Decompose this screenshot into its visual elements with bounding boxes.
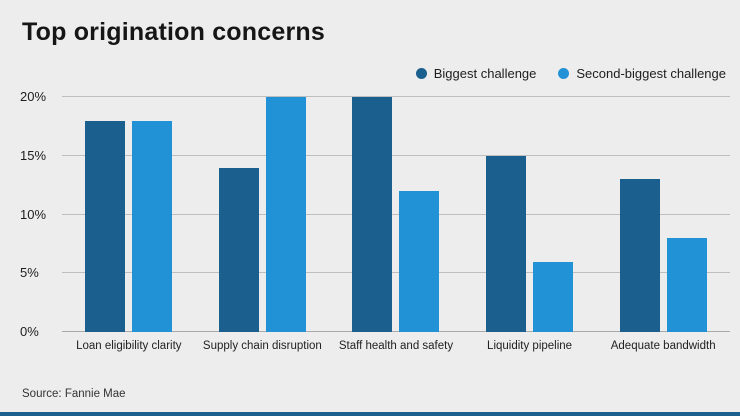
bottom-accent-strip bbox=[0, 412, 740, 416]
chart-legend: Biggest challenge Second-biggest challen… bbox=[415, 66, 726, 81]
gridline-0 bbox=[62, 331, 730, 332]
bar-group: Adequate bandwidth bbox=[596, 97, 730, 352]
bar-second-biggest bbox=[666, 238, 707, 332]
x-category-label: Supply chain disruption bbox=[202, 340, 322, 352]
x-category-label: Liquidity pipeline bbox=[487, 340, 573, 352]
bar-biggest bbox=[352, 97, 393, 332]
gridline-15 bbox=[62, 154, 730, 156]
bar-group: Supply chain disruption bbox=[196, 97, 330, 352]
legend-label-second-biggest-challenge: Second-biggest challenge bbox=[576, 66, 726, 81]
bar-biggest bbox=[218, 167, 259, 332]
legend-label-biggest-challenge: Biggest challenge bbox=[433, 66, 537, 81]
bar-second-biggest bbox=[265, 97, 306, 332]
bar-biggest bbox=[619, 179, 660, 332]
source-caption: Source: Fannie Mae bbox=[22, 388, 126, 400]
bar-group: Staff health and safety bbox=[329, 97, 463, 352]
y-tick-label-20%: 20% bbox=[20, 89, 47, 104]
y-tick-label-0%: 0% bbox=[20, 324, 39, 339]
bar-second-biggest bbox=[399, 191, 440, 332]
y-tick-label-15%: 15% bbox=[20, 147, 47, 163]
y-tick-label-10%: 10% bbox=[20, 206, 47, 222]
gridline-10 bbox=[62, 213, 730, 215]
legend-item-second-biggest-challenge: Second-biggest challenge bbox=[558, 66, 726, 81]
legend-dot-biggest-challenge bbox=[415, 68, 427, 79]
bar-group: Liquidity pipeline bbox=[463, 97, 597, 352]
bar-second-biggest bbox=[132, 120, 173, 332]
bar-biggest bbox=[486, 155, 527, 332]
x-category-label: Staff health and safety bbox=[338, 340, 454, 352]
bar-group: Loan eligibility clarity bbox=[62, 97, 196, 352]
plot-area: Loan eligibility clarity Supply chain dis… bbox=[62, 96, 730, 352]
legend-dot-second-biggest-challenge bbox=[558, 68, 570, 79]
bar-biggest bbox=[85, 120, 126, 332]
y-tick-label-5%: 5% bbox=[20, 265, 39, 281]
chart-title: Top origination concerns bbox=[22, 18, 325, 46]
x-category-label: Adequate bandwidth bbox=[610, 340, 716, 352]
legend-item-biggest-challenge: Biggest challenge bbox=[415, 66, 537, 81]
x-category-label: Loan eligibility clarity bbox=[76, 340, 182, 352]
bar-second-biggest bbox=[533, 261, 574, 332]
bar-groups: Loan eligibility clarity Supply chain dis… bbox=[62, 97, 730, 352]
gridline-5 bbox=[62, 272, 730, 274]
gridline-20 bbox=[62, 96, 730, 97]
